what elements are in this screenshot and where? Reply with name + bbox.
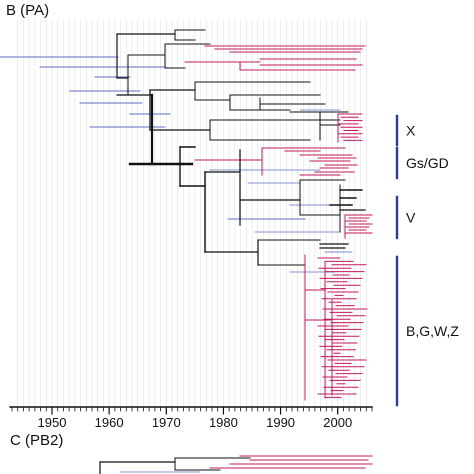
year-grid: [17, 19, 367, 406]
axis-tick-label: 2000: [323, 415, 352, 430]
clade-markers: X Gs/GD V B,G,W,Z: [395, 114, 459, 407]
pa-tree: [116, 29, 373, 401]
clade-label: Gs/GD: [406, 155, 449, 171]
axis-tick-label: 1960: [95, 415, 124, 430]
clade-label: V: [406, 210, 416, 226]
panel-c-label: C (PB2): [10, 432, 64, 449]
panel-b-label: B (PA): [6, 2, 50, 19]
axis-tick-label: 1970: [152, 415, 181, 430]
axis-tick-label: 1990: [266, 415, 295, 430]
axis-tick-label: 1980: [209, 415, 238, 430]
time-axis: 1950 1960 1970 1980 1990 2000: [9, 406, 373, 430]
axis-tick-label: 1950: [38, 415, 67, 430]
clade-label: X: [406, 123, 416, 139]
pb2-tree-partial: [99, 455, 373, 474]
clade-label: B,G,W,Z: [406, 323, 459, 339]
